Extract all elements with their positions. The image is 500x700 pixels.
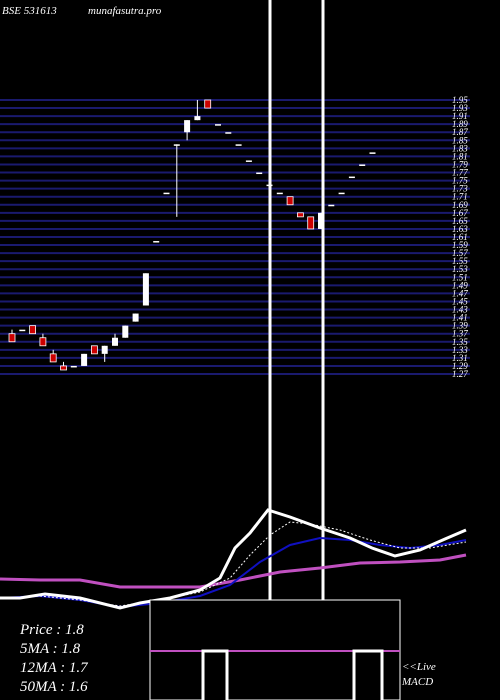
candle-body (204, 99, 212, 109)
candle-body (163, 192, 170, 195)
candle-body (153, 241, 160, 243)
candle-body (338, 192, 345, 195)
candle-body (142, 273, 149, 306)
price-grid (0, 99, 470, 375)
price-tick-label: 1.47 (452, 288, 468, 298)
macd-label-macd: MACD (401, 676, 433, 688)
candle-body (132, 313, 139, 322)
candle-body (318, 212, 324, 229)
price-tick-labels: 1.951.931.911.891.871.851.831.811.791.77… (452, 95, 468, 379)
price-tick-label: 1.79 (452, 159, 468, 169)
price-tick-label: 1.93 (452, 103, 468, 113)
price-tick-label: 1.75 (452, 176, 468, 186)
macd-bar-right (352, 649, 384, 700)
price-tick-label: 1.39 (452, 321, 468, 331)
candle-body (19, 329, 26, 332)
price-tick-label: 1.53 (452, 264, 468, 274)
price-tick-label: 1.31 (452, 353, 468, 363)
price-tick-label: 1.35 (452, 337, 468, 347)
stat-50ma: 50MA : 1.6 (20, 679, 88, 695)
price-tick-label: 1.91 (452, 111, 468, 121)
price-tick-label: 1.67 (452, 208, 468, 218)
candle-body (245, 160, 252, 162)
price-tick-label: 1.45 (452, 296, 468, 306)
candle-body (215, 124, 221, 126)
price-tick-label: 1.65 (452, 216, 468, 226)
price-tick-label: 1.37 (452, 329, 468, 339)
macd-label-live: <<Live (402, 661, 436, 673)
symbol-text: BSE 531613 (2, 5, 57, 17)
stat-5ma: 5MA : 1.8 (20, 641, 81, 657)
candle-body (91, 345, 98, 355)
candle-body (359, 164, 366, 166)
price-tick-label: 1.55 (452, 256, 468, 266)
candle-body (307, 216, 315, 230)
ma-white-line (0, 508, 467, 610)
price-tick-label: 1.27 (452, 369, 468, 379)
price-tick-label: 1.73 (452, 184, 468, 194)
stat-price: Price : 1.8 (19, 622, 84, 638)
stats-block: Price : 1.8 5MA : 1.8 12MA : 1.7 50MA : … (19, 622, 89, 695)
price-tick-label: 1.63 (452, 224, 468, 234)
candle-body (286, 196, 294, 206)
candle-body (112, 337, 118, 346)
candle-body (60, 365, 67, 371)
candle-body (328, 204, 335, 207)
price-tick-label: 1.81 (452, 151, 468, 161)
candle-body (29, 325, 37, 335)
price-tick-label: 1.71 (452, 192, 468, 202)
candle-body (81, 353, 88, 366)
candle-body (122, 325, 129, 338)
price-tick-label: 1.95 (452, 95, 468, 105)
macd-bar-left (201, 649, 229, 700)
candle-body (369, 152, 376, 154)
candle-body (225, 132, 232, 134)
price-tick-label: 1.29 (452, 361, 468, 371)
ma-dotted-line (0, 521, 467, 607)
candle-body (235, 144, 242, 146)
price-tick-label: 1.59 (452, 240, 468, 250)
price-tick-label: 1.87 (452, 127, 468, 137)
candle-body (70, 365, 77, 368)
price-tick-label: 1.49 (452, 280, 468, 290)
candle-body (101, 345, 108, 354)
price-tick-label: 1.77 (452, 168, 468, 178)
price-tick-label: 1.69 (452, 200, 468, 210)
price-tick-label: 1.41 (452, 313, 468, 323)
candle-body (8, 333, 16, 343)
candle-body (276, 192, 283, 195)
candles (8, 99, 376, 371)
site-text: munafasutra.pro (88, 5, 162, 17)
price-tick-label: 1.51 (452, 272, 468, 282)
price-tick-label: 1.57 (452, 248, 468, 258)
stat-12ma: 12MA : 1.7 (20, 660, 89, 676)
price-tick-label: 1.43 (452, 305, 468, 315)
price-tick-label: 1.61 (452, 232, 468, 242)
candle-body (39, 337, 47, 347)
candle-body (173, 144, 180, 146)
candle-body (49, 353, 57, 363)
candle-body (348, 176, 355, 179)
price-tick-label: 1.89 (452, 119, 468, 129)
candle-body (184, 120, 191, 133)
macd-panel (149, 599, 401, 700)
price-tick-label: 1.83 (452, 143, 468, 153)
moving-average-panel (0, 508, 467, 610)
ma-magenta-line (0, 553, 467, 589)
price-tick-label: 1.33 (452, 345, 468, 355)
candle-body (194, 116, 201, 121)
candle-body (256, 172, 263, 175)
candle-body (296, 212, 304, 218)
price-tick-label: 1.85 (452, 135, 468, 145)
